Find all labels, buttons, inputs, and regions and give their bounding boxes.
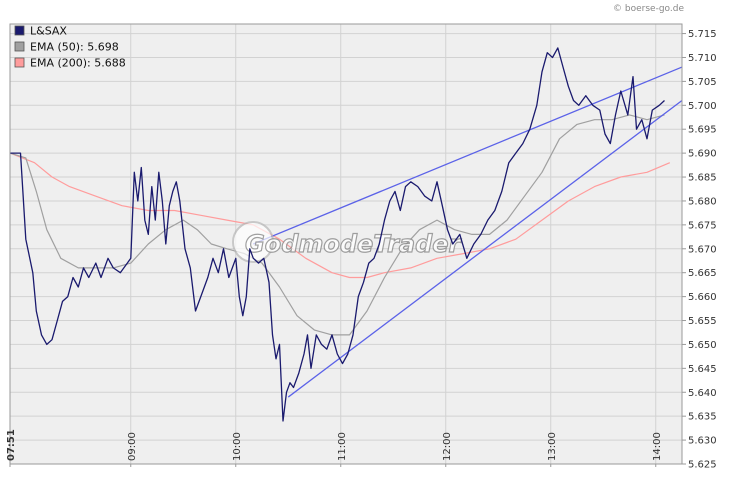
y-tick-label: 5.685 [688,173,717,184]
trendlines [253,66,683,398]
y-tick-label: 5.630 [688,436,717,447]
x-tick-label: 10:00 [232,432,243,461]
legend-swatch [14,57,25,68]
x-tick-label: 12:00 [442,432,453,461]
plot-frame [9,23,683,465]
x-tick-label: 09:00 [127,432,138,461]
x-tick-label: 13:00 [547,432,558,461]
y-tick-label: 5.715 [688,29,717,40]
legend-swatch [14,25,25,36]
series-ema-200 [9,152,671,279]
series-price [10,47,665,422]
y-tick-label: 5.665 [688,268,717,279]
watermark-logo-icon [232,221,274,263]
y-tick-label: 5.670 [688,244,717,255]
legend-label: EMA (50): 5.698 [30,41,119,54]
y-tick-label: 5.700 [688,101,717,112]
y-tick-label: 5.705 [688,77,717,88]
y-tick-label: 5.675 [688,220,717,231]
x-tick-label: 07:51 [6,429,17,461]
y-tick-label: 5.660 [688,292,717,303]
series-line [9,152,671,279]
plot-background [10,24,682,464]
y-tick-label: 5.625 [688,460,717,471]
y-axis: 5.715 5.710 5.705 5.700 5.695 5.690 5.685 5.680… [682,29,717,471]
y-tick-label: 5.635 [688,412,717,423]
x-tick-label: 11:00 [337,432,348,461]
y-tick-label: 5.710 [688,53,717,64]
legend-swatch [14,41,25,52]
watermark-text: GodmodeTrader [245,230,463,258]
source-credit: © boerse-go.de [613,4,684,14]
y-tick-label: 5.695 [688,125,717,136]
trendline [287,100,683,398]
x-tick-label: 14:00 [652,432,663,461]
watermark: GodmodeTrader [232,221,463,263]
trendline [253,66,683,245]
legend-label: L&SAX [30,25,67,38]
series-line [10,47,665,422]
y-tick-label: 5.680 [688,196,717,207]
y-tick-label: 5.690 [688,149,717,160]
y-tick-label: 5.640 [688,388,717,399]
y-tick-label: 5.645 [688,364,717,375]
y-tick-label: 5.655 [688,316,717,327]
x-axis: 07:51 09:00 10:00 11:00 12:00 13:00 14:00 [6,429,663,467]
legend: L&SAX EMA (50): 5.698 EMA (200): 5.688 [14,25,126,70]
legend-label: EMA (200): 5.688 [30,57,126,70]
y-tick-label: 5.650 [688,340,717,351]
